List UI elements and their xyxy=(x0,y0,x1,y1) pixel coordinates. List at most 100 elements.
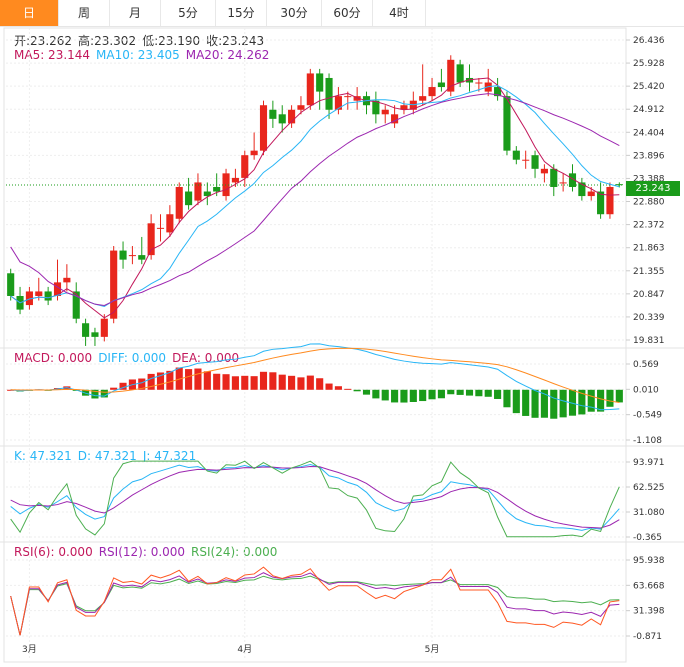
x-tick-label: 4月 xyxy=(237,644,252,655)
macd-legend: MACD: 0.000 DIFF: 0.000 DEA: 0.000 xyxy=(14,351,245,365)
rsi-indicator xyxy=(10,566,620,636)
period-tabs: 日 周 月 5分 15分 30分 60分 4时 xyxy=(0,0,684,27)
macd-axis-tick-label: 0.010 xyxy=(633,385,659,395)
rsi12-line xyxy=(10,572,620,636)
macd-bar xyxy=(213,373,221,390)
ma5-value: MA5: 23.144 xyxy=(14,48,91,62)
ma5-line xyxy=(10,77,620,319)
candle-body xyxy=(288,109,296,124)
tab-5min[interactable]: 5分 xyxy=(178,6,198,20)
candle-body xyxy=(7,273,15,296)
macd-bar xyxy=(409,389,417,402)
candle-body xyxy=(447,59,455,92)
kdj-axis-tick-label: -0.365 xyxy=(633,533,662,543)
macd-bar xyxy=(475,389,483,397)
macd-bar xyxy=(250,376,258,390)
grid-lines xyxy=(0,27,684,663)
candle-body xyxy=(615,184,623,186)
candle-body xyxy=(391,114,399,124)
macd-bar xyxy=(550,389,558,419)
tab-4hour[interactable]: 4时 xyxy=(389,6,409,20)
tab-month[interactable]: 月 xyxy=(128,6,141,20)
macd-bar xyxy=(166,370,174,390)
price-axis-tick-label: 22.372 xyxy=(633,221,665,231)
macd-bar xyxy=(288,375,296,390)
open-value: 开:23.262 xyxy=(14,34,73,48)
close-value: 收:23.243 xyxy=(206,34,265,48)
candle-body xyxy=(381,109,389,115)
macd-bar xyxy=(484,389,492,397)
candle-body xyxy=(297,105,305,110)
tab-30min[interactable]: 30分 xyxy=(280,6,308,20)
candle-body xyxy=(128,255,136,257)
candle-body xyxy=(606,186,614,215)
rsi6-value: RSI(6): 0.000 xyxy=(14,545,93,559)
ohlc-legend: 开:23.262 高:23.302 低:23.190 收:23.243 xyxy=(14,32,270,49)
candle-body xyxy=(568,173,577,187)
candle-body xyxy=(456,64,464,83)
macd-bar xyxy=(325,383,333,390)
tab-day[interactable]: 日 xyxy=(0,0,58,26)
macd-bar xyxy=(100,389,108,398)
price-axis-tick-label: 20.339 xyxy=(633,313,665,323)
candle-body xyxy=(428,87,436,97)
macd-bar xyxy=(503,389,511,408)
candle-body xyxy=(222,173,230,197)
candle-body xyxy=(475,82,483,84)
tab-week[interactable]: 周 xyxy=(77,6,90,20)
candle-body xyxy=(400,105,408,110)
price-axis-tick-label: 25.928 xyxy=(633,59,665,69)
rsi-axis-tick-label: 31.398 xyxy=(633,607,665,617)
macd-axis-tick-label: -1.108 xyxy=(633,436,662,446)
candle-body xyxy=(372,100,380,115)
d-line xyxy=(10,466,620,529)
kdj-axis-tick-label: 93.971 xyxy=(633,458,665,468)
price-axis-tick-label: 22.880 xyxy=(633,198,665,208)
kdj-axis-tick-label: 31.080 xyxy=(633,508,665,518)
macd-value: MACD: 0.000 xyxy=(14,351,93,365)
candle-body xyxy=(91,332,99,337)
macd-bar xyxy=(119,382,127,390)
kdj-axis-tick-label: 62.525 xyxy=(633,483,665,493)
macd-bar xyxy=(587,389,595,412)
tab-15min[interactable]: 15分 xyxy=(227,6,255,20)
price-axis-tick-label: 26.436 xyxy=(633,36,665,46)
candle-body xyxy=(53,282,62,296)
candle-body xyxy=(156,227,165,229)
candle-body xyxy=(241,155,249,178)
kdj-legend: K: 47.321 D: 47.321 J: 47.321 xyxy=(14,449,202,463)
candlestick-series xyxy=(6,55,624,346)
candle-body xyxy=(437,82,445,88)
macd-bar xyxy=(381,389,389,401)
candle-body xyxy=(250,150,258,156)
macd-bar xyxy=(353,389,361,392)
candle-body xyxy=(540,168,548,174)
ma10-line xyxy=(10,85,620,307)
macd-bar xyxy=(231,376,239,390)
k-value: K: 47.321 xyxy=(14,449,72,463)
macd-bar xyxy=(400,389,408,403)
macd-bar xyxy=(597,389,605,412)
candle-body xyxy=(35,291,43,296)
macd-bar xyxy=(465,389,474,396)
candle-body xyxy=(185,191,193,206)
macd-bar xyxy=(606,389,614,407)
axes-labels: 26.436 25.928 25.420 24.912 24.404 23.896 23.3… xyxy=(22,36,665,655)
candle-body xyxy=(531,155,539,169)
candle-body xyxy=(231,177,239,183)
candle-body xyxy=(166,214,174,233)
candle-body xyxy=(578,182,586,197)
tab-60min[interactable]: 60分 xyxy=(333,6,361,20)
macd-bar xyxy=(334,386,342,390)
candle-body xyxy=(25,291,33,306)
price-axis-tick-label: 21.863 xyxy=(633,244,665,254)
macd-bar xyxy=(138,378,146,390)
ma-legend: MA5: 23.144 MA10: 23.405 MA20: 24.262 xyxy=(14,48,275,62)
candle-body xyxy=(82,323,90,337)
candle-body xyxy=(550,168,558,187)
candle-body xyxy=(213,186,221,192)
d-value: D: 47.321 xyxy=(77,449,137,463)
rsi24-line xyxy=(10,575,620,636)
macd-bar xyxy=(222,374,230,390)
